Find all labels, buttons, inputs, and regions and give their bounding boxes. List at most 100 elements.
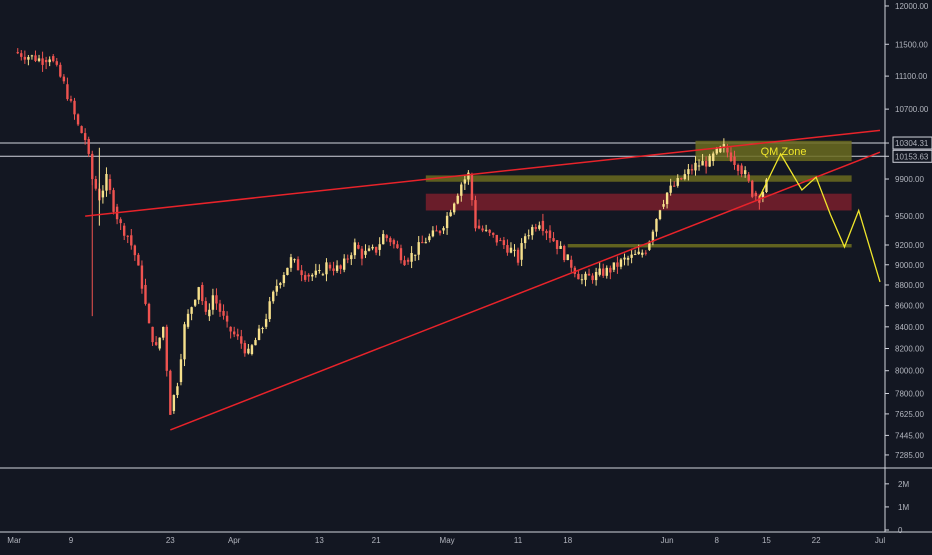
candle-body — [34, 55, 37, 61]
candle-body — [545, 231, 548, 234]
candle-body — [59, 64, 62, 77]
candle-body — [598, 268, 601, 275]
candle-body — [651, 231, 655, 242]
candle-body — [587, 273, 591, 276]
candle-body — [470, 174, 474, 201]
candle-body — [676, 178, 679, 186]
candle-body — [413, 254, 417, 256]
candle-body — [23, 56, 27, 60]
candle-body — [602, 268, 605, 276]
price-axis[interactable]: 12000.00 11500.00 11100.00 10700.00 10304.31… — [885, 2, 932, 460]
candle-body — [321, 274, 325, 276]
candle-body — [151, 326, 154, 343]
candle-body — [672, 185, 676, 187]
candle-body — [211, 295, 215, 310]
candle-body — [669, 185, 672, 193]
candle-body — [87, 139, 90, 154]
candle-body — [708, 155, 711, 167]
time-tick-label: 13 — [315, 536, 324, 545]
candle-body — [165, 326, 168, 371]
candle-body — [69, 99, 73, 101]
candle-body — [626, 257, 630, 260]
candle-body — [130, 235, 133, 246]
candle-body — [76, 114, 80, 125]
candle-body — [683, 174, 687, 180]
candle-body — [410, 252, 413, 262]
candle-body — [623, 257, 626, 260]
candle-body — [307, 274, 310, 277]
price-tick-label: 10153.63 — [895, 152, 929, 161]
time-tick-label: 22 — [812, 536, 821, 545]
candle-body — [261, 328, 264, 330]
time-tick-label: 23 — [166, 536, 175, 545]
candle-body — [736, 165, 740, 171]
candle-body — [37, 58, 41, 61]
price-tick-label: 9900.00 — [895, 175, 924, 184]
candle-body — [445, 215, 449, 229]
candle-body — [637, 251, 640, 255]
candle-body — [382, 234, 385, 245]
candle-body — [612, 262, 616, 270]
candle-body — [176, 386, 179, 396]
price-tick-label: 7625.00 — [895, 410, 924, 419]
candle-body — [633, 254, 637, 256]
price-tick-label: 9500.00 — [895, 212, 924, 221]
candle-body — [183, 324, 186, 360]
candle-body — [20, 53, 23, 57]
price-tick-label: 8400.00 — [895, 323, 924, 332]
red-zone — [425, 193, 852, 211]
candle-body — [286, 267, 289, 275]
candle-body — [697, 165, 701, 167]
candle-body — [527, 235, 530, 237]
candle-body — [328, 264, 332, 269]
candle-body — [48, 59, 51, 63]
candle-body — [105, 173, 108, 191]
candle-body — [335, 265, 339, 271]
candle-body — [488, 229, 491, 233]
candle-body — [509, 247, 513, 253]
time-tick-label: 9 — [69, 536, 74, 545]
candle-body — [318, 270, 321, 272]
candle-body — [41, 58, 44, 65]
time-tick-label: 8 — [715, 536, 720, 545]
candle-body — [303, 275, 307, 280]
candle-body — [158, 337, 161, 349]
candle-body — [655, 219, 658, 232]
candle-body — [580, 279, 584, 281]
candle-body — [204, 301, 208, 312]
candle-body — [456, 195, 459, 204]
candle-body — [452, 203, 456, 213]
volume-axis[interactable]: 2M 1M 0 — [885, 480, 909, 535]
candle-body — [424, 242, 428, 244]
time-axis[interactable]: Mar 9 23 Apr 13 21 May 11 18 Jun 8 15 22 Jul — [7, 536, 885, 545]
candle-body — [325, 262, 328, 275]
candle-body — [495, 234, 498, 243]
candle-body — [218, 303, 222, 312]
candle-body — [694, 162, 697, 171]
candle-body — [648, 241, 651, 250]
candle-body — [112, 190, 115, 212]
time-tick-label: 11 — [514, 536, 523, 545]
volume-tick-label: 2M — [898, 480, 909, 489]
candle-body — [594, 272, 598, 281]
candle-body — [704, 161, 708, 167]
price-tag-box — [892, 149, 932, 163]
green-zone-upper — [425, 175, 852, 182]
candle-body — [137, 254, 140, 266]
candle-body — [499, 240, 502, 242]
candle-body — [577, 273, 580, 280]
candle-body — [73, 100, 76, 115]
candle-body — [715, 147, 718, 154]
price-tick-label: 7800.00 — [895, 389, 924, 398]
candle-body — [350, 255, 353, 260]
candle-body — [52, 56, 55, 62]
candle-body — [392, 240, 396, 245]
time-tick-label: Jun — [661, 536, 674, 545]
candle-body — [268, 301, 271, 320]
grid-layer — [0, 0, 932, 533]
candle-body — [254, 340, 257, 346]
candle-body — [552, 238, 555, 242]
candle-body — [680, 178, 683, 180]
